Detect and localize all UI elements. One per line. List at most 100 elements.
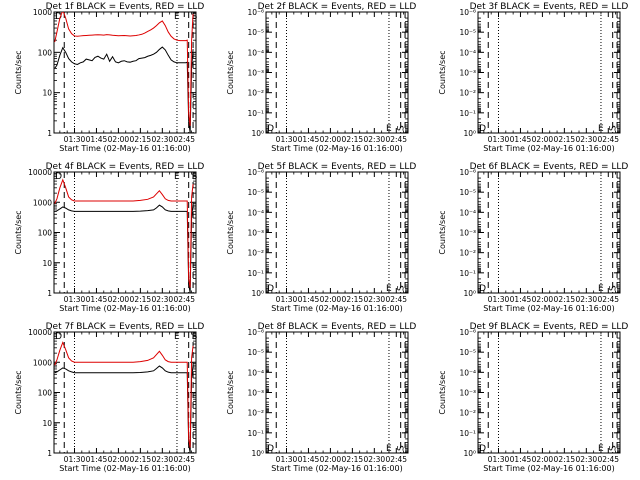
panel-title: Det 8f BLACK = Events, RED = LLD (258, 322, 417, 332)
x-tick-label: 02:00 (108, 295, 130, 304)
y-axis-label: Counts/sec (438, 210, 447, 254)
y-tick-label: 10 (42, 419, 52, 428)
y-tick-label: 10⁻⁴ (459, 48, 476, 57)
event-marker-label: S (397, 125, 407, 131)
y-tick-label: 1000 (33, 8, 52, 17)
y-tick-label: 10⁻³ (459, 69, 476, 78)
x-tick-label: 02:30 (364, 295, 386, 304)
event-marker-label: E (174, 12, 180, 22)
chart-panel-7: Det 7f BLACK = Events, RED = LLD 1 10 100 10… (14, 322, 204, 473)
panel-title: Det 1f BLACK = Events, RED = LLD (46, 2, 205, 12)
y-tick-label: 10⁻² (247, 89, 264, 98)
y-tick-label: 10000 (28, 168, 52, 177)
y-axis-label: Counts/sec (226, 50, 235, 94)
y-tick-label: 10⁻² (247, 409, 264, 418)
x-tick-label: 01:45 (298, 455, 320, 464)
event-marker-label: D (479, 124, 486, 134)
y-tick-label: 10⁻³ (247, 69, 264, 78)
chart-panel-1: Det 1f BLACK = Events, RED = LLD 1 10 100 10… (14, 2, 204, 153)
event-marker-label: S (609, 125, 619, 131)
y-axis-label: Counts/sec (226, 210, 235, 254)
event-marker-label: E (598, 444, 604, 454)
y-tick-label: 10⁻⁵ (459, 348, 476, 357)
y-tick-label: 10⁻⁵ (459, 188, 476, 197)
x-tick-label: 02:15 (342, 295, 364, 304)
y-tick-label: 10⁻² (459, 409, 476, 418)
series-line-lld (54, 12, 194, 126)
x-tick-label: 02:30 (364, 455, 386, 464)
panel-title: Det 3f BLACK = Events, RED = LLD (470, 2, 629, 12)
y-tick-label: 10⁻² (459, 249, 476, 258)
panel-title: Det 4f BLACK = Events, RED = LLD (46, 162, 205, 172)
x-tick-label: 01:30 (276, 135, 298, 144)
x-tick-label: 01:45 (510, 135, 532, 144)
x-axis-label: Start Time (02-May-16 01:16:00) (59, 144, 190, 153)
x-tick-label: 02:45 (385, 135, 407, 144)
plot-frame (53, 11, 197, 134)
x-axis-label: Start Time (02-May-16 01:16:00) (59, 304, 190, 313)
y-tick-label: 10 (42, 89, 52, 98)
y-tick-label: 10⁰ (463, 129, 476, 138)
y-tick-label: 1 (47, 449, 52, 458)
y-tick-label: 100 (38, 229, 53, 238)
y-tick-label: 10⁻⁶ (247, 328, 264, 337)
event-marker-label: S (397, 285, 407, 291)
y-tick-label: 10000 (28, 328, 52, 337)
x-tick-label: 01:30 (64, 455, 86, 464)
x-axis-label: Start Time (02-May-16 01:16:00) (59, 464, 190, 473)
panel-title: Det 6f BLACK = Events, RED = LLD (470, 162, 629, 172)
x-tick-label: 02:30 (576, 135, 598, 144)
event-marker-label: S (609, 445, 619, 451)
y-tick-label: 10⁻⁵ (247, 348, 264, 357)
y-tick-label: 10⁻³ (247, 389, 264, 398)
event-marker-label: E (598, 284, 604, 294)
y-tick-label: 10⁻⁵ (459, 28, 476, 37)
series-line-events (54, 365, 194, 453)
x-tick-label: 02:00 (108, 135, 130, 144)
x-tick-label: 01:30 (276, 455, 298, 464)
x-tick-label: 01:45 (86, 455, 108, 464)
y-tick-label: 10⁻¹ (459, 429, 476, 438)
y-tick-label: 10⁰ (463, 289, 476, 298)
event-marker-label: D (55, 332, 62, 342)
y-tick-label: 10⁻⁶ (247, 8, 264, 17)
x-tick-label: 02:45 (597, 295, 619, 304)
y-axis-label: Counts/sec (14, 210, 23, 254)
panel-title: Det 9f BLACK = Events, RED = LLD (470, 322, 629, 332)
x-tick-label: 02:30 (152, 135, 174, 144)
x-axis-label: Start Time (02-May-16 01:16:00) (483, 464, 614, 473)
y-tick-label: 10⁻⁶ (459, 8, 476, 17)
x-tick-label: 02:15 (554, 135, 576, 144)
y-tick-label: 10 (42, 259, 52, 268)
y-tick-label: 10⁻¹ (247, 109, 264, 118)
series-line-lld (54, 341, 194, 448)
x-tick-label: 02:45 (173, 455, 195, 464)
y-tick-label: 10⁰ (251, 129, 264, 138)
event-marker-label: S (192, 12, 198, 22)
y-tick-label: 10⁻¹ (247, 269, 264, 278)
event-marker-label: D (55, 12, 62, 22)
event-marker-label: D (479, 444, 486, 454)
y-tick-label: 10⁻¹ (459, 109, 476, 118)
x-tick-label: 02:15 (130, 455, 152, 464)
x-tick-label: 02:00 (320, 295, 342, 304)
event-marker-label: D (267, 124, 274, 134)
x-tick-label: 02:15 (130, 135, 152, 144)
y-tick-label: 10⁻⁴ (247, 368, 264, 377)
x-tick-label: 02:15 (554, 295, 576, 304)
x-axis-label: Start Time (02-May-16 01:16:00) (271, 464, 402, 473)
event-marker-label: E (386, 124, 392, 134)
x-tick-label: 02:45 (597, 455, 619, 464)
x-tick-label: 02:45 (385, 295, 407, 304)
y-tick-label: 10⁻⁶ (459, 328, 476, 337)
y-tick-label: 10⁰ (463, 449, 476, 458)
x-tick-label: 02:15 (130, 295, 152, 304)
x-tick-label: 02:00 (532, 135, 554, 144)
y-tick-label: 1000 (33, 198, 52, 207)
chart-panel-9: Det 9f BLACK = Events, RED = LLD 10⁰ 10⁻¹ 1… (438, 322, 628, 473)
series-line-events (54, 203, 194, 293)
x-tick-label: 01:30 (64, 135, 86, 144)
y-tick-label: 1000 (33, 358, 52, 367)
x-tick-label: 01:45 (510, 455, 532, 464)
